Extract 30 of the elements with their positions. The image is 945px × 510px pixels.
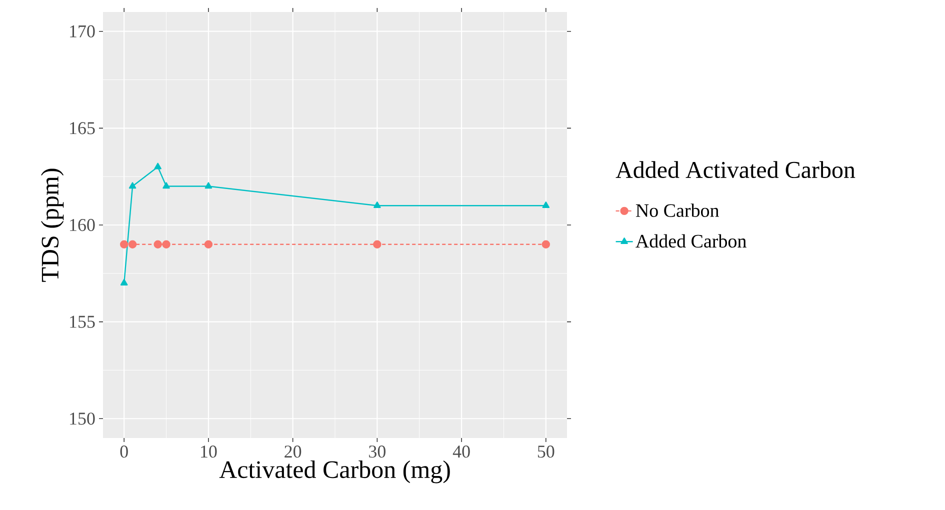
point: [128, 240, 137, 248]
point: [154, 240, 162, 248]
y-tick-label: 155: [70, 316, 95, 328]
legend-label: Added Carbon: [636, 234, 746, 248]
y-tick-label: 160: [70, 218, 95, 232]
point: [542, 202, 550, 208]
legend-title: Added Activated Carbon: [616, 161, 856, 178]
point: [154, 162, 162, 170]
point: [204, 182, 212, 189]
x-tick-label: 0: [120, 446, 128, 458]
point: [162, 240, 170, 248]
x-axis-title: Activated Carbon (mg): [219, 460, 450, 484]
x-tick-label: 10: [201, 446, 217, 458]
y-tick-label: 150: [70, 412, 95, 425]
x-tick-label: 30: [369, 446, 386, 458]
x-tick-label: 40: [452, 446, 470, 458]
point: [373, 240, 382, 248]
x-tick-label: 20: [284, 446, 302, 458]
point: [120, 240, 128, 248]
y-tick-label: 165: [70, 122, 95, 134]
point: [374, 202, 381, 208]
y-axis-title: TDS (ppm): [40, 168, 64, 282]
point: [120, 278, 128, 286]
point: [162, 182, 170, 189]
x-tick-label: 50: [538, 446, 554, 458]
legend-label: No Carbon: [636, 204, 719, 217]
point: [128, 182, 136, 189]
y-tick-label: 170: [70, 25, 95, 38]
point: [204, 240, 213, 248]
point: [542, 240, 550, 248]
